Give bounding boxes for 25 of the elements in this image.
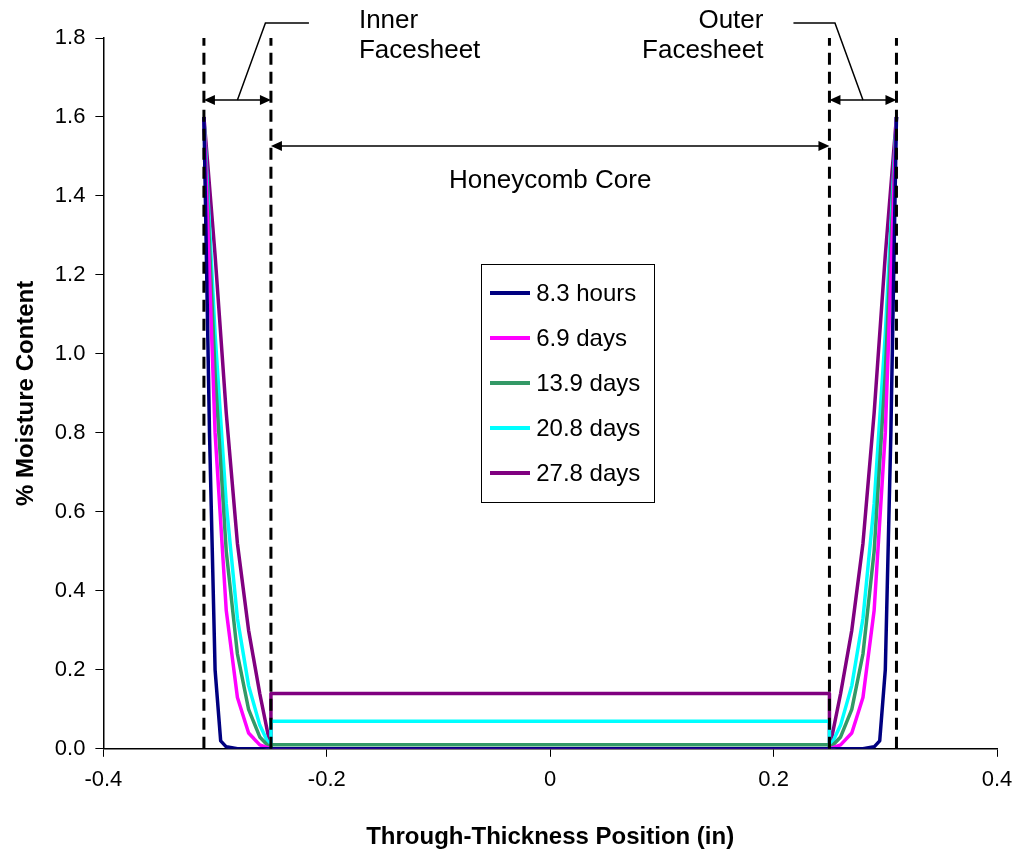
annotation: Inner Facesheet — [358, 4, 482, 65]
y-tick-label: 0.0 — [54, 734, 86, 760]
y-tick-label: 0.8 — [54, 418, 86, 444]
y-axis-title: % Moisture Content — [11, 280, 39, 507]
x-tick-label: 0 — [544, 766, 557, 792]
x-axis-title: Through-Thickness Position (in) — [366, 822, 735, 850]
y-tick-label: 1.2 — [54, 261, 86, 286]
annotation: Outer Facesheet — [642, 4, 765, 65]
y-tick-label: 0.2 — [54, 655, 86, 681]
y-tick-label: 0.4 — [54, 576, 86, 602]
y-tick-label: 0.6 — [54, 497, 86, 523]
x-tick-label: 0.2 — [758, 766, 789, 792]
legend-label: 8.3 hours — [536, 279, 637, 308]
annotation: Honeycomb Core — [449, 164, 652, 195]
y-tick-label: 1.4 — [54, 182, 86, 208]
legend-label: 13.9 days — [536, 369, 641, 398]
legend-label: 20.8 days — [536, 414, 641, 443]
y-tick-label: 1.8 — [54, 24, 86, 50]
legend-label: 6.9 days — [536, 324, 627, 353]
x-tick-label: 0.4 — [981, 766, 1013, 792]
x-tick-label: -0.4 — [84, 766, 123, 792]
legend-label: 27.8 days — [536, 459, 641, 488]
y-tick-label: 1.6 — [54, 103, 86, 129]
x-tick-label: -0.2 — [307, 766, 346, 792]
y-tick-label: 1.0 — [54, 339, 86, 365]
